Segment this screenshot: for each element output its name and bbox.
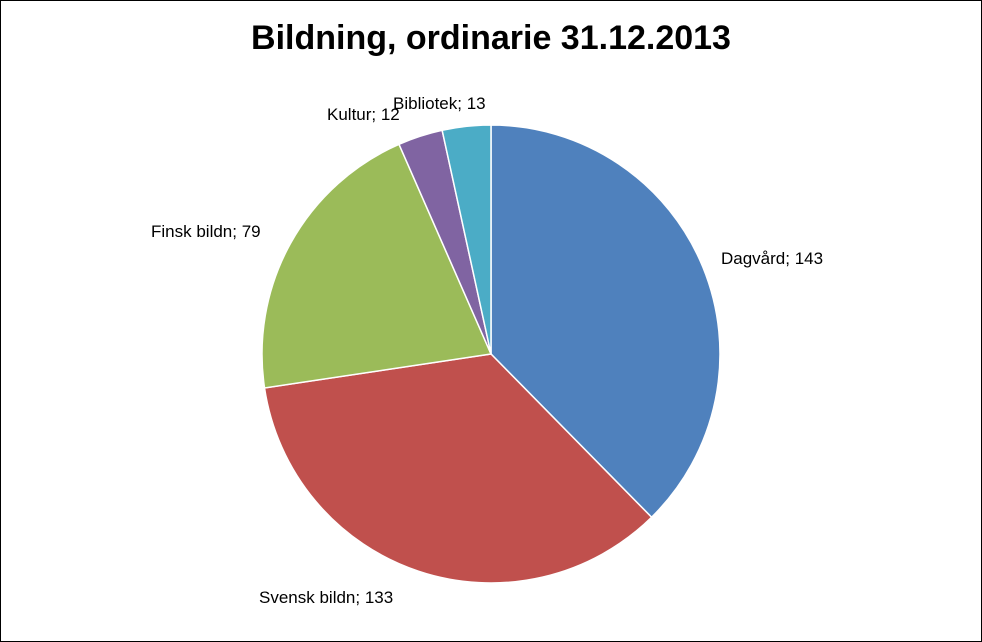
pie-slice-bibliotek bbox=[441, 124, 492, 355]
data-label-dagv-rd: Dagvård; 143 bbox=[721, 249, 823, 268]
pie-slice-svensk-bildn bbox=[263, 353, 653, 584]
data-label-bibliotek: Bibliotek; 13 bbox=[393, 94, 486, 113]
chart-title: Bildning, ordinarie 31.12.2013 bbox=[251, 19, 731, 57]
data-label-finsk-bildn: Finsk bildn; 79 bbox=[151, 222, 261, 241]
data-label-kultur: Kultur; 12 bbox=[327, 105, 400, 124]
pie-slice-finsk-bildn bbox=[261, 143, 493, 389]
pie-slice-dagv-rd bbox=[490, 124, 721, 519]
data-label-svensk-bildn: Svensk bildn; 133 bbox=[259, 588, 393, 607]
